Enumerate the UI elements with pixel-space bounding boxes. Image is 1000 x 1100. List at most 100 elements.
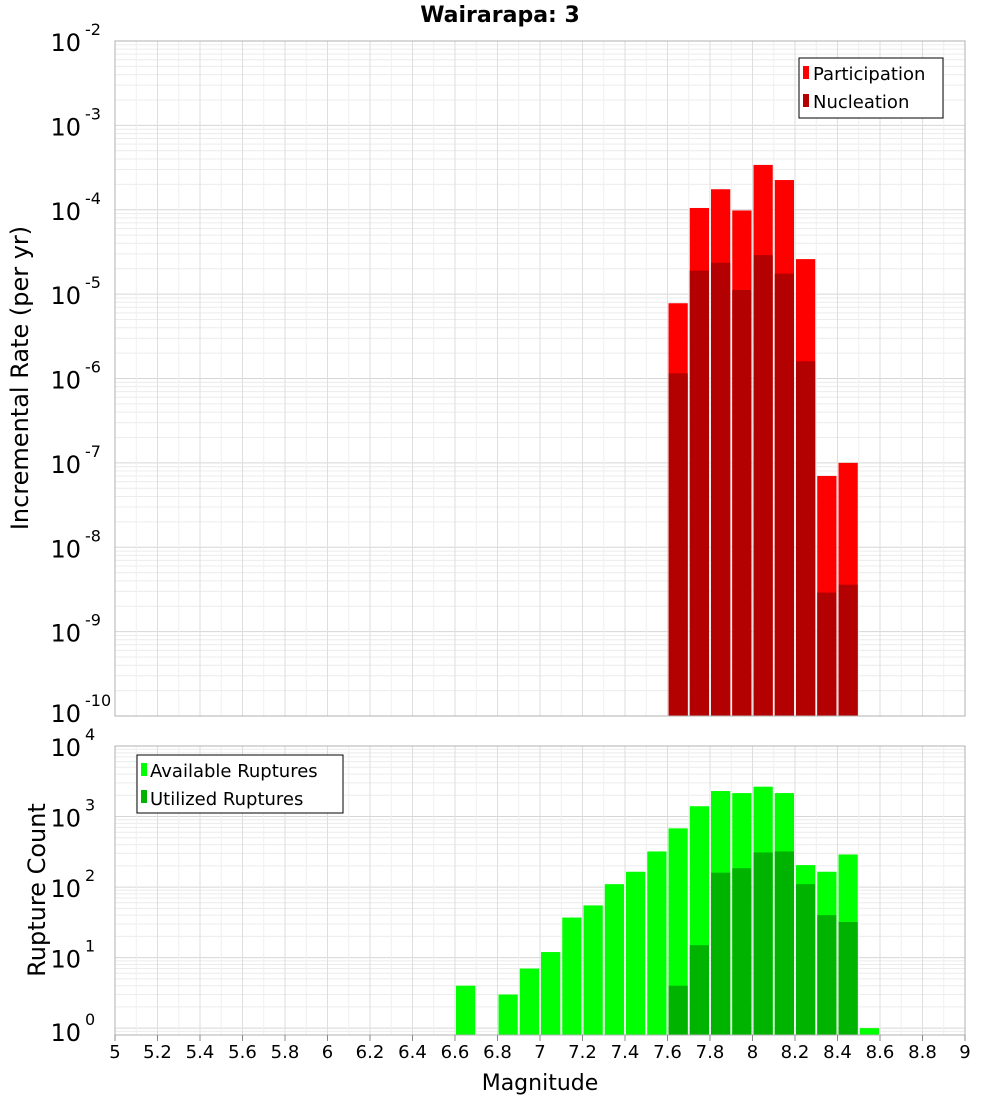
rate-legend-box <box>798 57 944 119</box>
available-bar <box>456 985 476 1035</box>
y-tick-base: 10 <box>50 367 81 395</box>
y-tick-exponent: 2 <box>85 866 95 885</box>
x-tick-label: 8.2 <box>781 1042 810 1063</box>
x-tick-label: 6.6 <box>441 1042 470 1063</box>
x-tick-label: 6 <box>322 1042 333 1063</box>
utilized-bar <box>753 852 773 1035</box>
nucleation-bar <box>711 262 731 716</box>
y-tick-base: 10 <box>50 946 81 974</box>
available-bar <box>562 917 582 1035</box>
y-tick-exponent: -4 <box>85 189 101 208</box>
x-tick-label: 5.2 <box>143 1042 172 1063</box>
y-tick-base: 10 <box>50 805 81 833</box>
y-tick-label: 10 -9 <box>50 611 101 648</box>
y-tick-label: 10 4 <box>50 725 95 762</box>
utilized-bar <box>838 921 858 1035</box>
y-tick-label: 10 0 <box>50 1010 95 1047</box>
y-tick-exponent: -6 <box>85 358 101 377</box>
y-tick-label: 10 2 <box>50 866 95 903</box>
y-tick-exponent: -5 <box>85 273 101 292</box>
nucleation-bar <box>838 584 858 716</box>
available-bar <box>668 828 688 1035</box>
y-tick-label: 10 -10 <box>50 691 111 728</box>
utilized-legend-label: Utilized Ruptures <box>150 789 303 810</box>
y-tick-base: 10 <box>50 875 81 903</box>
utilized-bar <box>796 884 816 1035</box>
available-bar <box>519 968 539 1035</box>
rate-y-ticks: 10-210-310-410-510-610-710-810-910-10 <box>50 20 111 728</box>
y-tick-base: 10 <box>50 620 81 648</box>
utilized-bar <box>668 985 688 1035</box>
nucleation-bar <box>668 373 688 716</box>
x-tick-label: 5.6 <box>228 1042 257 1063</box>
utilized-bar <box>817 915 837 1035</box>
y-tick-label: 10 -3 <box>50 104 101 141</box>
x-tick-label: 8.4 <box>823 1042 852 1063</box>
nucleation-bar <box>796 361 816 716</box>
y-tick-label: 10 -2 <box>50 20 101 57</box>
nucleation-bar <box>774 273 794 716</box>
x-tick-label: 7.4 <box>611 1042 640 1063</box>
count-bars <box>456 786 879 1035</box>
y-tick-base: 10 <box>50 282 81 310</box>
x-tick-label: 7.6 <box>653 1042 682 1063</box>
y-tick-exponent: -10 <box>85 691 111 710</box>
nucleation-bar <box>817 592 837 716</box>
x-tick-label: 8.6 <box>866 1042 895 1063</box>
y-tick-label: 10 -4 <box>50 189 101 226</box>
nucleation-bar <box>689 270 709 716</box>
x-tick-label: 8 <box>747 1042 758 1063</box>
x-tick-label: 6.8 <box>483 1042 512 1063</box>
x-axis-label: Magnitude <box>482 1071 599 1096</box>
available-bar <box>583 905 603 1035</box>
nucleation-legend-label: Nucleation <box>813 92 909 113</box>
nucleation-bar <box>732 289 752 716</box>
y-tick-base: 10 <box>50 1019 81 1047</box>
y-tick-label: 10 -7 <box>50 442 101 479</box>
y-tick-label: 10 3 <box>50 796 95 833</box>
nucleation-legend-swatch <box>803 94 809 107</box>
y-tick-exponent: 0 <box>85 1010 95 1029</box>
available-bar <box>541 952 561 1035</box>
y-tick-label: 10 -6 <box>50 358 101 395</box>
x-tick-label: 5.4 <box>186 1042 215 1063</box>
participation-legend-label: Participation <box>813 64 925 85</box>
utilized-bar <box>689 945 709 1035</box>
count-legend-box <box>136 754 344 814</box>
y-tick-exponent: -9 <box>85 611 101 630</box>
available-bar <box>604 884 624 1035</box>
x-tick-label: 7.2 <box>568 1042 597 1063</box>
y-tick-exponent: -2 <box>85 20 101 39</box>
y-tick-exponent: -7 <box>85 442 101 461</box>
rate-bars <box>668 164 858 717</box>
available-bar <box>859 1028 879 1035</box>
y-tick-exponent: -3 <box>85 104 101 123</box>
y-tick-base: 10 <box>50 451 81 479</box>
utilized-bar <box>774 851 794 1035</box>
nucleation-bar <box>753 255 773 716</box>
x-tick-label: 7 <box>534 1042 545 1063</box>
x-tick-label: 6.2 <box>356 1042 385 1063</box>
y-tick-base: 10 <box>50 734 81 762</box>
y-tick-exponent: 1 <box>85 937 95 956</box>
x-tick-label: 7.8 <box>696 1042 725 1063</box>
available-legend-label: Available Ruptures <box>150 761 318 782</box>
x-ticks: 5 5.2 5.4 5.6 5.8 6 6.2 6.4 6.6 6.8 7 7.2 7.4 7.6 7.8 8… <box>109 1035 971 1063</box>
y-tick-exponent: 3 <box>85 796 95 815</box>
utilized-bar <box>711 872 731 1035</box>
y-tick-base: 10 <box>50 29 81 57</box>
rate-panel: 10-210-310-410-510-610-710-810-910-10 In… <box>6 20 966 728</box>
utilized-bar <box>732 868 752 1035</box>
y-tick-label: 10 -8 <box>50 526 101 563</box>
chart-title: Wairarapa: 3 <box>420 3 580 28</box>
utilized-legend-swatch <box>141 790 147 803</box>
available-legend-swatch <box>141 763 147 776</box>
available-bar <box>647 851 667 1035</box>
x-tick-label: 9 <box>959 1042 970 1063</box>
x-tick-label: 8.8 <box>908 1042 937 1063</box>
y-tick-exponent: -8 <box>85 526 101 545</box>
y-tick-base: 10 <box>50 113 81 141</box>
